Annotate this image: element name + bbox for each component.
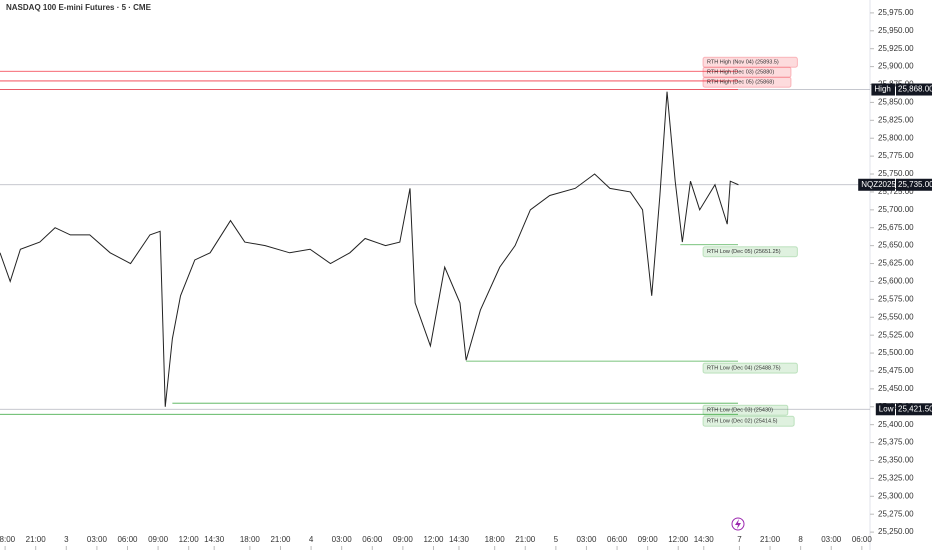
- level-label: RTH Low (Dec 03) (25430): [707, 408, 773, 414]
- x-tick-label: 09:00: [638, 535, 659, 544]
- y-tick-label: 25,700.00: [878, 205, 914, 214]
- x-tick-label: 5: [554, 535, 559, 544]
- x-tick-label: 06:00: [117, 535, 138, 544]
- x-tick-label: 21:00: [26, 535, 47, 544]
- y-tick-label: 25,475.00: [878, 366, 914, 375]
- x-tick-label: 06:00: [852, 535, 873, 544]
- y-tick-label: 25,525.00: [878, 330, 914, 339]
- y-tick-label: 25,250.00: [878, 527, 914, 536]
- x-tick-label: 12:00: [668, 535, 689, 544]
- tag-name-box: [871, 83, 895, 96]
- tag-name: High: [874, 85, 890, 94]
- level-label: RTH High (Dec 05) (25868): [707, 80, 774, 86]
- x-tick-label: 21:00: [515, 535, 536, 544]
- y-tick-label: 25,450.00: [878, 384, 914, 393]
- chart-title: NASDAQ 100 E-mini Futures · 5 · CME: [6, 3, 152, 12]
- x-tick-label: 18:00: [485, 535, 506, 544]
- level-label-box: [702, 76, 792, 88]
- x-tick-label: 09:00: [393, 535, 414, 544]
- x-tick-label: 12:00: [179, 535, 200, 544]
- level-label-box: [702, 66, 792, 78]
- tag-name-box: [858, 178, 895, 191]
- y-tick-label: 25,725.00: [878, 187, 914, 196]
- x-tick-label: 03:00: [821, 535, 842, 544]
- x-tick-label: 4: [309, 535, 314, 544]
- x-tick-label: 14:30: [694, 535, 715, 544]
- x-tick-label: 21:00: [760, 535, 781, 544]
- y-tick-label: 25,675.00: [878, 223, 914, 232]
- x-tick-label: 03:00: [576, 535, 597, 544]
- y-tick-label: 25,350.00: [878, 456, 914, 465]
- y-tick-label: 25,625.00: [878, 259, 914, 268]
- tag-value-box: [896, 83, 932, 96]
- level-label: RTH Low (Dec 05) (25651.25): [707, 249, 781, 255]
- y-tick-label: 25,825.00: [878, 115, 914, 124]
- y-tick-label: 25,900.00: [878, 62, 914, 71]
- x-tick-label: 14:30: [204, 535, 225, 544]
- y-tick-label: 25,600.00: [878, 277, 914, 286]
- y-tick-label: 25,975.00: [878, 8, 914, 17]
- level-label: RTH High (Nov 04) (25893.5): [707, 60, 779, 66]
- y-tick-label: 25,500.00: [878, 348, 914, 357]
- y-tick-label: 25,300.00: [878, 491, 914, 500]
- x-tick-label: 8: [798, 535, 803, 544]
- x-tick-label: 7: [737, 535, 742, 544]
- tag-value-box: [896, 178, 932, 191]
- y-tick-label: 25,650.00: [878, 241, 914, 250]
- level-label: RTH Low (Dec 02) (25414.5): [707, 419, 778, 425]
- level-label-box: [702, 246, 798, 258]
- y-tick-label: 25,775.00: [878, 151, 914, 160]
- tag-name: Low: [879, 404, 894, 413]
- x-tick-label: 12:00: [423, 535, 444, 544]
- tag-name-box: [875, 403, 895, 416]
- x-tick-label: 03:00: [87, 535, 108, 544]
- x-tick-label: 03:00: [332, 535, 353, 544]
- price-line: [0, 91, 739, 407]
- x-tick-label: 3: [64, 535, 69, 544]
- y-tick-label: 25,325.00: [878, 473, 914, 482]
- y-tick-label: 25,750.00: [878, 169, 914, 178]
- y-tick-label: 25,800.00: [878, 133, 914, 142]
- x-tick-label: 21:00: [270, 535, 291, 544]
- y-tick-label: 25,375.00: [878, 438, 914, 447]
- x-tick-label: 18:00: [0, 535, 16, 544]
- x-tick-label: 06:00: [362, 535, 383, 544]
- y-tick-label: 25,275.00: [878, 509, 914, 518]
- tag-value-box: [896, 403, 932, 416]
- y-tick-label: 25,850.00: [878, 98, 914, 107]
- y-tick-label: 25,925.00: [878, 44, 914, 53]
- level-label-box: [702, 404, 789, 416]
- tag-value: 25,868.00: [898, 85, 932, 94]
- tag-name: NQZ2025: [861, 180, 896, 189]
- y-tick-label: 25,550.00: [878, 312, 914, 321]
- y-tick-label: 25,400.00: [878, 420, 914, 429]
- level-label-box: [702, 56, 798, 68]
- x-tick-label: 18:00: [240, 535, 261, 544]
- x-tick-label: 09:00: [148, 535, 169, 544]
- y-tick-label: 25,950.00: [878, 26, 914, 35]
- x-tick-label: 14:30: [449, 535, 470, 544]
- level-label-box: [702, 415, 795, 427]
- level-label: RTH Low (Dec 04) (25488.75): [707, 366, 781, 372]
- x-tick-label: 06:00: [607, 535, 628, 544]
- lightning-icon: [731, 517, 745, 531]
- tag-value: 25,421.50: [898, 404, 932, 413]
- tag-value: 25,735.00: [898, 180, 932, 189]
- level-label: RTH High (Dec 03) (25880): [707, 70, 774, 76]
- y-tick-label: 25,575.00: [878, 294, 914, 303]
- level-label-box: [702, 362, 798, 374]
